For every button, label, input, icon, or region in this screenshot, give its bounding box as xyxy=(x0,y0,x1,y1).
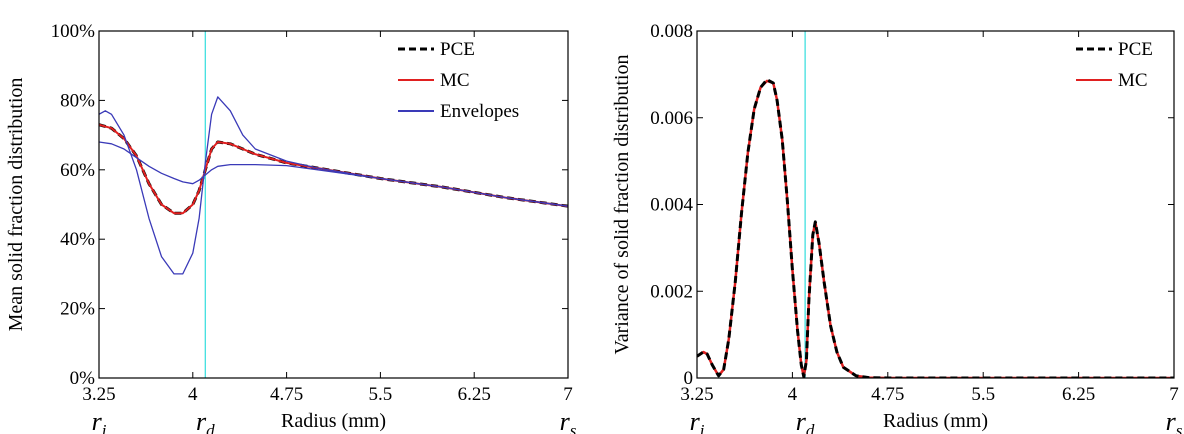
y-tick-label: 0 xyxy=(684,368,694,389)
radius-symbol-i: ri xyxy=(690,407,705,434)
series-line-envelopes xyxy=(99,141,568,207)
legend: PCE MC Envelopes xyxy=(398,39,519,122)
radius-symbol-d: rd xyxy=(796,407,815,434)
y-tick-label: 100% xyxy=(51,21,96,42)
y-axis-label: Mean solid fraction distribution xyxy=(5,78,27,332)
legend: PCE MC xyxy=(1076,39,1153,91)
x-tick-label: 3.25 xyxy=(82,384,115,405)
x-tick-label: 6.25 xyxy=(1062,384,1095,405)
y-tick-label: 20% xyxy=(60,299,95,320)
variance-solid-fraction-chart: 3.25 4 4.75 5.5 6.25 7 0 0.002 0.004 0.006 0.008 Ra… xyxy=(611,21,1183,434)
axes-frame xyxy=(98,30,569,379)
plot-area xyxy=(99,31,568,378)
legend-label: MC xyxy=(1118,70,1148,91)
mean-solid-fraction-chart: 3.25 4 4.75 5.5 6.25 7 0% 20% 40% 60% 80% 100% Radiu… xyxy=(5,21,577,434)
y-tick-label: 0.002 xyxy=(650,281,693,302)
y-tick-label: 80% xyxy=(60,90,95,111)
x-tick-label: 4 xyxy=(188,384,198,405)
x-tick-label: 6.25 xyxy=(458,384,491,405)
y-axis-label: Variance of solid fraction distribution xyxy=(611,55,633,355)
y-tick-label: 0.006 xyxy=(650,108,693,129)
x-tick-label: 4.75 xyxy=(871,384,904,405)
x-tick-label: 7 xyxy=(563,384,573,405)
series-line-envelopes xyxy=(99,96,568,275)
radius-symbol-d: rd xyxy=(196,407,215,434)
radius-symbol-s: rs xyxy=(1166,407,1183,434)
x-axis-label: Radius (mm) xyxy=(883,410,988,432)
radius-symbol-i: ri xyxy=(92,407,107,434)
x-tick-label: 4 xyxy=(788,384,798,405)
y-tick-label: 40% xyxy=(60,229,95,250)
legend-label: MC xyxy=(440,70,470,91)
y-tick-label: 0.004 xyxy=(650,195,693,216)
x-axis-label: Radius (mm) xyxy=(281,410,386,432)
x-tick-label: 4.75 xyxy=(270,384,303,405)
legend-label: PCE xyxy=(1118,39,1153,60)
y-tick-label: 60% xyxy=(60,160,95,181)
y-tick-label: 0.008 xyxy=(650,21,693,42)
x-tick-label: 7 xyxy=(1169,384,1179,405)
plot-area xyxy=(697,31,1174,378)
radius-symbol-s: rs xyxy=(560,407,577,434)
x-tick-label: 3.25 xyxy=(680,384,713,405)
legend-label: PCE xyxy=(440,39,475,60)
x-tick-label: 5.5 xyxy=(971,384,995,405)
y-tick-label: 0% xyxy=(70,368,96,389)
x-tick-label: 5.5 xyxy=(369,384,393,405)
series-line-pce xyxy=(697,78,1174,378)
legend-label: Envelopes xyxy=(440,101,519,122)
